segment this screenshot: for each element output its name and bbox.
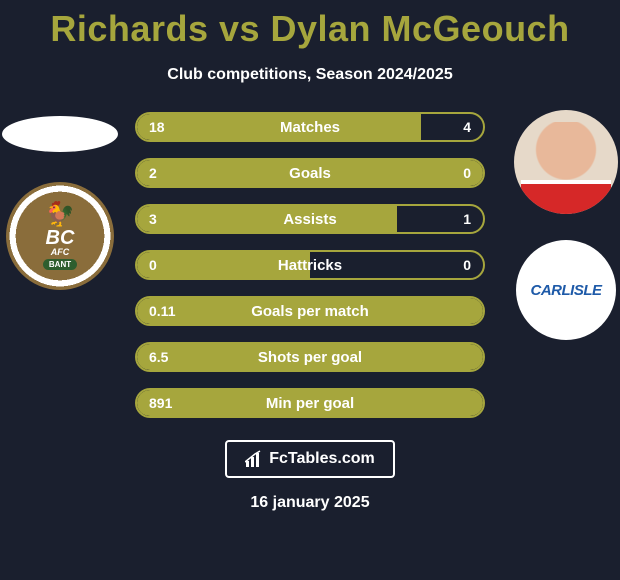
player2-avatar: [514, 110, 618, 214]
subtitle: Club competitions, Season 2024/2025: [0, 66, 620, 84]
stat-row: 2 Goals 0: [135, 158, 485, 188]
stat-row: 891 Min per goal: [135, 388, 485, 418]
bradford-badge: 🐓 BC AFC BANT: [43, 203, 77, 270]
stat-left-value: 2: [149, 165, 157, 181]
stat-fill: [137, 206, 397, 232]
stat-row: 0 Hattricks 0: [135, 250, 485, 280]
right-column: CARLISLE: [506, 110, 620, 340]
player2-face: [531, 122, 601, 214]
player2-club-logo: CARLISLE: [516, 240, 616, 340]
chart-icon: [245, 450, 263, 468]
stat-label: Matches: [280, 119, 340, 136]
stat-left-value: 891: [149, 395, 172, 411]
stat-left-value: 18: [149, 119, 165, 135]
carlisle-badge-text: CARLISLE: [527, 280, 606, 301]
page-title: Richards vs Dylan McGeouch: [0, 0, 620, 50]
player1-avatar: [2, 116, 118, 152]
footer: FcTables.com 16 january 2025: [0, 440, 620, 512]
rooster-icon: 🐓: [45, 203, 75, 227]
player1-club-logo: 🐓 BC AFC BANT: [6, 182, 114, 290]
stat-label: Goals: [289, 165, 331, 182]
stat-left-value: 6.5: [149, 349, 168, 365]
fctables-text: FcTables.com: [269, 450, 375, 468]
stat-label: Assists: [283, 211, 336, 228]
fctables-badge: FcTables.com: [225, 440, 395, 478]
content-area: 🐓 BC AFC BANT CARLISLE 18 Matches 4 2 Goals 0…: [0, 112, 620, 418]
stat-left-value: 0.11: [149, 303, 175, 319]
stat-row: 18 Matches 4: [135, 112, 485, 142]
stats-list: 18 Matches 4 2 Goals 0 3 Assists 1 0 Hattricks 0 0.1…: [135, 112, 485, 418]
stat-right-value: 0: [463, 165, 471, 181]
stat-row: 3 Assists 1: [135, 204, 485, 234]
stat-label: Shots per goal: [258, 349, 362, 366]
footer-date: 16 january 2025: [250, 494, 369, 512]
badge-bc-text: BC: [46, 229, 75, 247]
badge-afc-text: AFC: [51, 247, 70, 257]
stat-right-value: 4: [463, 119, 471, 135]
stat-right-value: 1: [463, 211, 471, 227]
stat-label: Min per goal: [266, 395, 354, 412]
stat-left-value: 3: [149, 211, 157, 227]
badge-bant-text: BANT: [43, 259, 77, 270]
stat-row: 0.11 Goals per match: [135, 296, 485, 326]
stat-fill: [137, 114, 421, 140]
stat-row: 6.5 Shots per goal: [135, 342, 485, 372]
stat-right-value: 0: [463, 257, 471, 273]
left-column: 🐓 BC AFC BANT: [0, 104, 120, 290]
stat-label: Hattricks: [278, 257, 342, 274]
stat-left-value: 0: [149, 257, 157, 273]
stat-label: Goals per match: [251, 303, 369, 320]
